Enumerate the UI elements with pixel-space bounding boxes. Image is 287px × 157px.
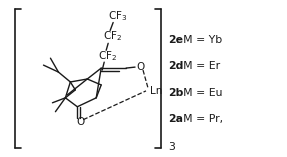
Text: O: O (76, 117, 84, 127)
Text: 2d: 2d (168, 61, 183, 71)
Text: : M = Er: : M = Er (176, 61, 220, 71)
Text: 2b: 2b (168, 87, 183, 97)
Text: 2e: 2e (168, 35, 183, 45)
Text: 3: 3 (168, 142, 175, 152)
Text: 2a: 2a (168, 114, 183, 124)
Text: CF$_3$: CF$_3$ (108, 10, 128, 23)
Text: : M = Pr,: : M = Pr, (176, 114, 224, 124)
Text: : M = Eu: : M = Eu (176, 87, 223, 97)
Text: CF$_2$: CF$_2$ (98, 49, 117, 63)
Text: CF$_2$: CF$_2$ (102, 30, 122, 43)
Text: O: O (136, 62, 144, 72)
Text: : M = Yb: : M = Yb (176, 35, 223, 45)
Text: Ln: Ln (150, 86, 162, 96)
